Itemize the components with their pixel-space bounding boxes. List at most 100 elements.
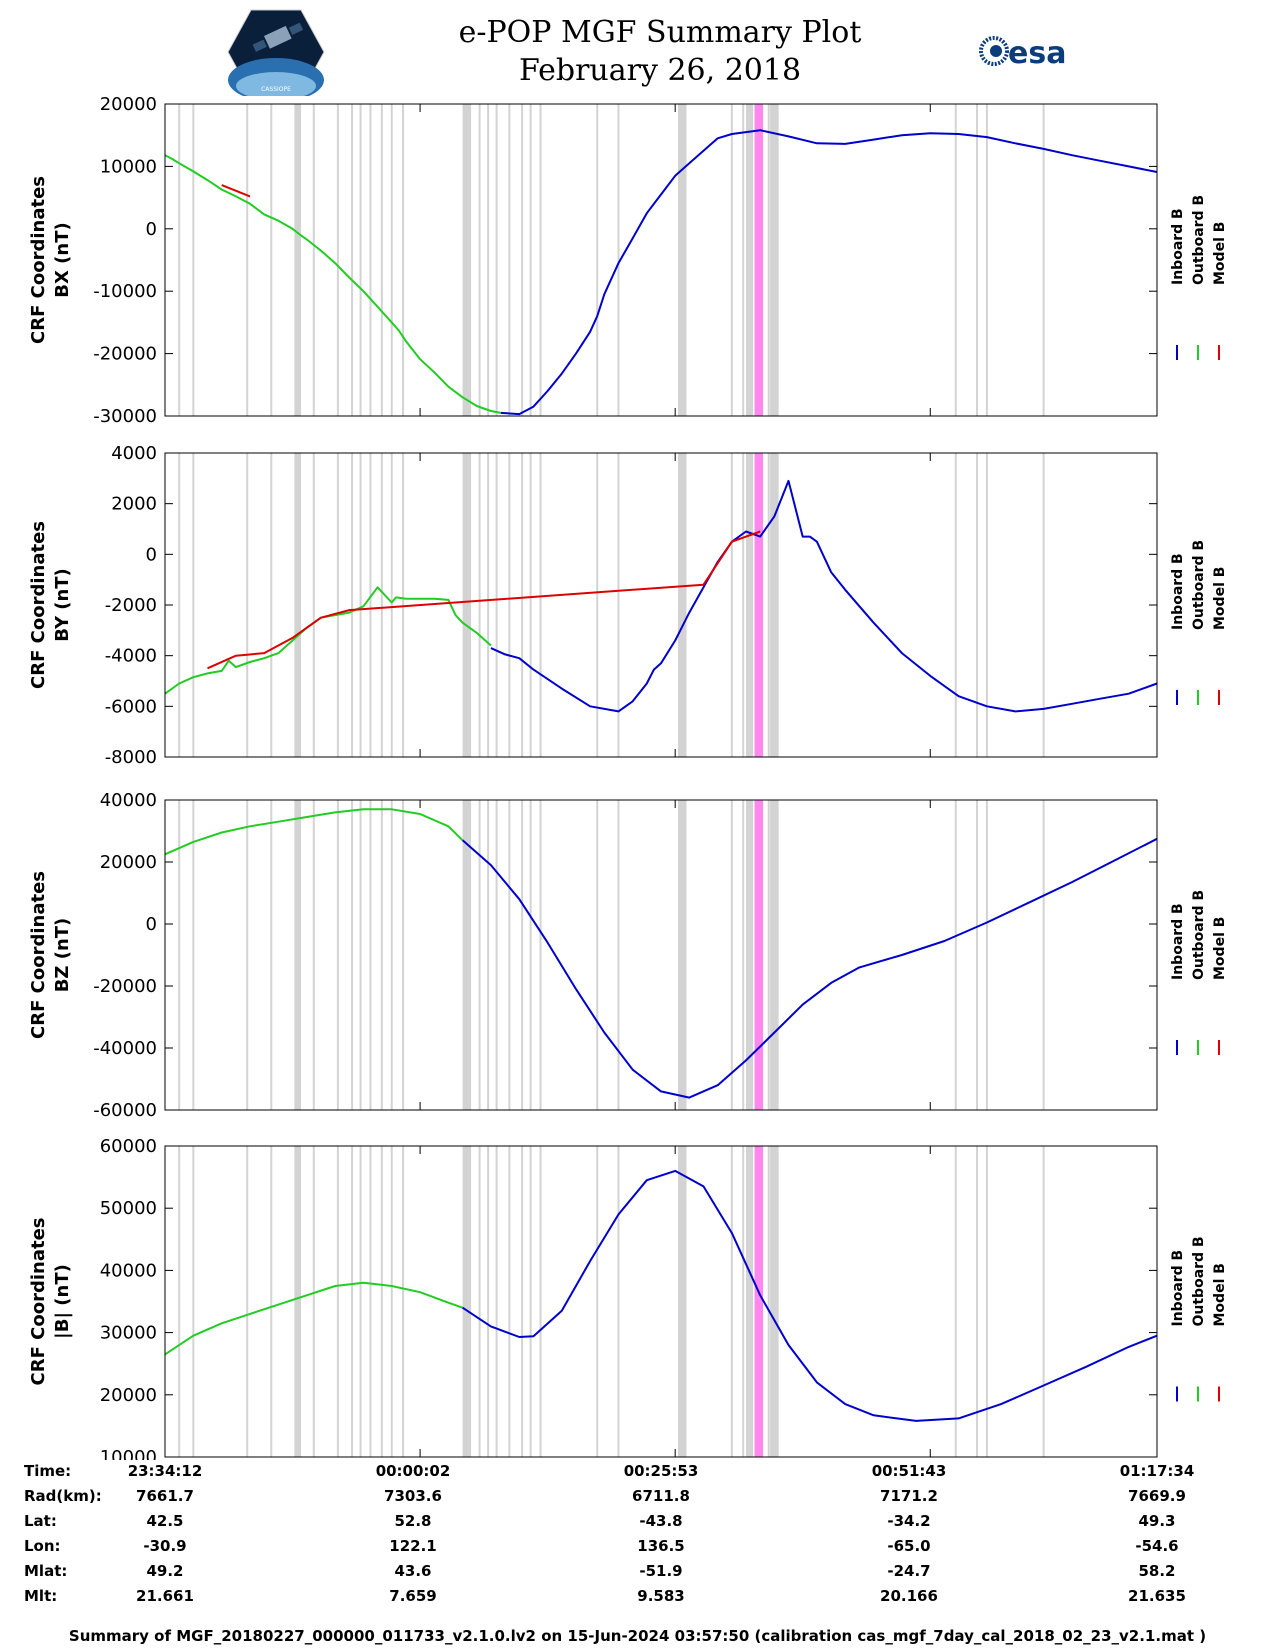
y-tick-label: -8000 xyxy=(105,747,157,768)
y-tick-label: -60000 xyxy=(93,1100,157,1121)
info-row-label: Time: xyxy=(24,1462,72,1480)
footer-caption: Summary of MGF_20180227_000000_011733_v2… xyxy=(68,1627,1207,1645)
info-value: 43.6 xyxy=(394,1562,432,1580)
info-value: 7303.6 xyxy=(384,1487,442,1505)
legend: Inboard B Outboard B Model B xyxy=(1170,540,1228,705)
legend-label: Inboard B xyxy=(1170,553,1186,630)
info-value: 7669.9 xyxy=(1128,1487,1186,1505)
info-value: 122.1 xyxy=(389,1537,437,1555)
data-gap-band xyxy=(295,1146,302,1457)
y-tick-label: -20000 xyxy=(93,344,157,365)
plot-title: e-POP MGF Summary Plot February 26, 2018 xyxy=(340,14,980,90)
y-tick-label: -40000 xyxy=(93,1038,157,1059)
y-tick-label: 10000 xyxy=(100,156,157,177)
series-outboard-b xyxy=(164,1281,463,1356)
y-tick-label: -4000 xyxy=(105,646,157,667)
y-axis-label-line-1: CRF Coordinates xyxy=(28,176,49,344)
y-axis-label-line-1: CRF Coordinates xyxy=(28,1218,49,1386)
info-value: 00:51:43 xyxy=(871,1462,947,1480)
y-tick-label: 50000 xyxy=(100,1198,157,1219)
y-tick-label: -2000 xyxy=(105,595,157,616)
panel-1: 20000 10000 0 -10000 -20000 -30000 CRF Coordin… xyxy=(28,94,1228,427)
data-gap-band xyxy=(746,453,754,757)
y-tick-label: 20000 xyxy=(100,852,157,873)
data-gap-band xyxy=(770,800,779,1110)
data-gap-band xyxy=(462,1146,472,1457)
data-gap-band xyxy=(462,453,472,757)
y-tick-label: -30000 xyxy=(93,406,157,427)
info-value: 7171.2 xyxy=(880,1487,938,1505)
y-tick-label: 20000 xyxy=(100,94,157,115)
info-value: 21.635 xyxy=(1128,1587,1186,1605)
legend-label: Model B xyxy=(1212,917,1228,980)
y-axis-label-line-2: BX (nT) xyxy=(52,222,73,297)
series-inboard-b xyxy=(462,1169,1158,1422)
y-axis-label-line-2: BZ (nT) xyxy=(52,918,73,993)
data-gap-band xyxy=(746,800,754,1110)
y-tick-label: 4000 xyxy=(111,443,157,464)
info-value: 42.5 xyxy=(146,1512,184,1530)
y-tick-label: 2000 xyxy=(111,494,157,515)
info-value: 7661.7 xyxy=(136,1487,194,1505)
info-value: 52.8 xyxy=(394,1512,432,1530)
esa-logo: esa xyxy=(976,30,1066,76)
series-inboard-b xyxy=(500,129,1158,416)
series-model-b xyxy=(221,184,251,198)
info-value: 7.659 xyxy=(389,1587,437,1605)
y-tick-label: 30000 xyxy=(100,1323,157,1344)
info-row-label: Mlat: xyxy=(24,1562,68,1580)
y-tick-label: 0 xyxy=(146,544,157,565)
y-axis-label: CRF Coordinates BY (nT) xyxy=(28,521,73,689)
cassiope-logo: CASSIOPE xyxy=(226,8,326,102)
info-value: 20.166 xyxy=(880,1587,938,1605)
data-gap-band xyxy=(462,104,472,416)
y-axis-label: CRF Coordinates BZ (nT) xyxy=(28,871,73,1039)
axes-frame xyxy=(164,1145,1158,1458)
legend-label: Model B xyxy=(1212,1263,1228,1326)
info-value: -51.9 xyxy=(639,1562,683,1580)
data-gap-band xyxy=(678,453,687,757)
series-inboard-b xyxy=(490,479,1158,713)
panel-4: 60000 50000 40000 30000 20000 10000 CRF Coordi… xyxy=(28,1136,1228,1460)
y-tick-label: 40000 xyxy=(100,790,157,811)
y-axis-label-line-2: |B| (nT) xyxy=(52,1264,73,1339)
info-row-label: Lat: xyxy=(24,1512,57,1530)
highlight-band xyxy=(754,1146,764,1457)
info-value: 58.2 xyxy=(1138,1562,1176,1580)
legend-label: Model B xyxy=(1212,222,1228,285)
highlight-band xyxy=(754,800,764,1110)
y-tick-label: -10000 xyxy=(93,281,157,302)
info-value: 49.2 xyxy=(146,1562,184,1580)
y-axis-label-line-2: BY (nT) xyxy=(52,568,73,642)
y-tick-label: 0 xyxy=(146,914,157,935)
y-tick-label: -20000 xyxy=(93,976,157,997)
legend-label: Outboard B xyxy=(1191,195,1207,285)
info-row-label: Mlt: xyxy=(24,1587,58,1605)
series-outboard-b xyxy=(164,586,492,695)
data-gap-band xyxy=(678,800,687,1110)
axes-frame xyxy=(164,799,1158,1111)
panel-2: 4000 2000 0 -2000 -4000 -6000 -8000 CRF Coordin… xyxy=(28,443,1228,768)
axes-frame xyxy=(164,103,1158,417)
orbit-info-table: Time: Rad(km): Lat: Lon: Mlat: Mlt: 23:34:12 76… xyxy=(0,1462,1275,1612)
info-value: 00:00:02 xyxy=(375,1462,451,1480)
data-gap-band xyxy=(770,1146,779,1457)
legend-label: Inboard B xyxy=(1170,1250,1186,1327)
data-gap-band xyxy=(746,104,754,416)
y-tick-label: 60000 xyxy=(100,1136,157,1157)
legend-label: Outboard B xyxy=(1191,540,1207,630)
data-gap-band xyxy=(462,800,472,1110)
y-axis-label: CRF Coordinates |B| (nT) xyxy=(28,1218,73,1386)
panel-3: 40000 20000 0 -20000 -40000 -60000 CRF Coordin… xyxy=(28,790,1228,1121)
info-value: 6711.8 xyxy=(632,1487,690,1505)
series-inboard-b xyxy=(461,837,1158,1099)
y-tick-label: -6000 xyxy=(105,696,157,717)
data-gap-band xyxy=(770,104,779,416)
info-value: 00:25:53 xyxy=(623,1462,699,1480)
info-value: -24.7 xyxy=(887,1562,931,1580)
data-gap-band xyxy=(678,104,687,416)
info-value: 23:34:12 xyxy=(127,1462,203,1480)
info-value: -43.8 xyxy=(639,1512,683,1530)
cassiope-logo-text: CASSIOPE xyxy=(261,86,291,93)
